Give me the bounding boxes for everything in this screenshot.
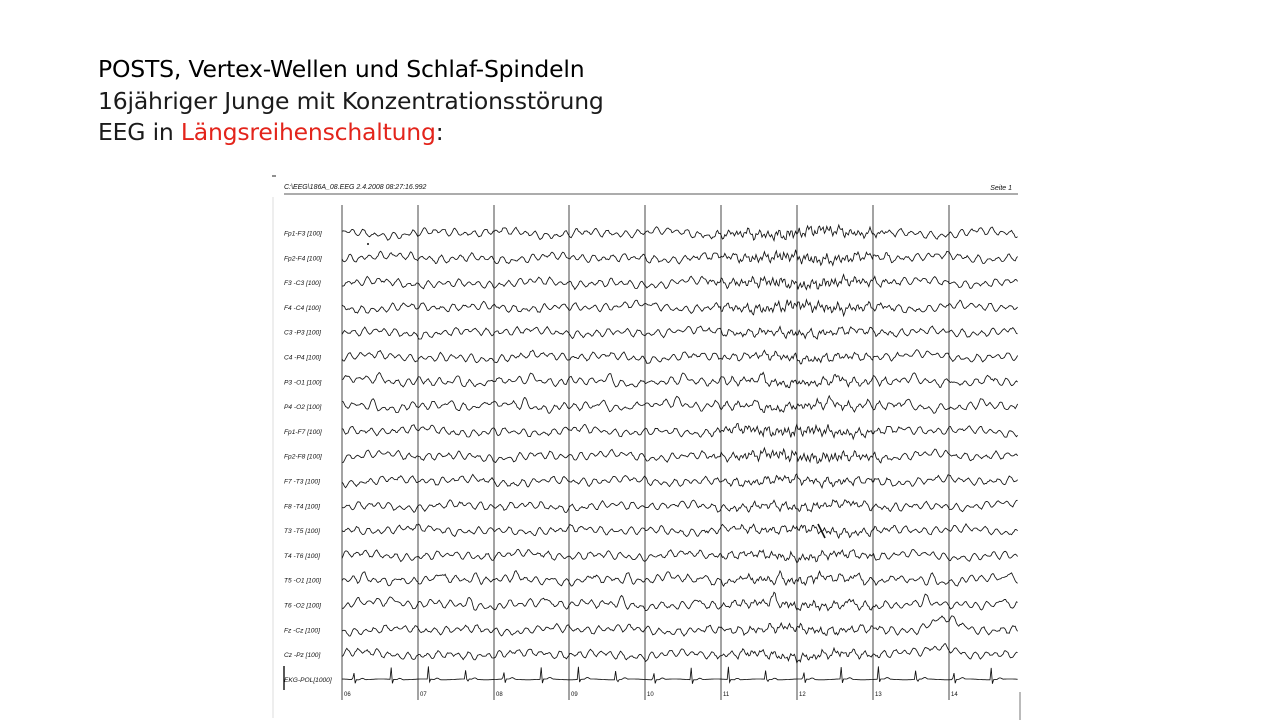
channel-label: Cz -Pz [100] bbox=[284, 652, 320, 659]
second-marker-label: 11 bbox=[723, 692, 730, 698]
channel-label: F7 -T3 [100] bbox=[284, 479, 320, 486]
eeg-trace bbox=[341, 325, 1018, 340]
eeg-plot: 06 07 08 09 10 11 12 13 14 Fp1-F3 [100] Fp2-F4 [10… bbox=[272, 175, 1021, 720]
channel-label: F4 -C4 [100] bbox=[284, 305, 321, 312]
channel-label: Fp2-F4 [100] bbox=[284, 255, 322, 262]
eeg-header-page: Seite 1 bbox=[990, 185, 1012, 192]
channel-label: Fp1-F3 [100] bbox=[284, 231, 322, 238]
channel-label: Fz -Cz [100] bbox=[284, 627, 320, 634]
slide-title: POSTS, Vertex-Wellen und Schlaf-Spindeln… bbox=[98, 54, 604, 149]
eeg-trace bbox=[342, 446, 1018, 464]
eeg-trace bbox=[341, 643, 1018, 664]
eeg-trace bbox=[341, 249, 1018, 267]
annotation-arrow bbox=[817, 523, 826, 539]
channel-label: T3 -T5 [100] bbox=[284, 528, 320, 535]
channel-label: T4 -T6 [100] bbox=[284, 553, 320, 560]
eeg-trace bbox=[341, 473, 1018, 489]
eeg-trace bbox=[341, 523, 1018, 540]
channel-label: Fp1-F7 [100] bbox=[284, 429, 322, 436]
second-marker-label: 14 bbox=[951, 692, 958, 698]
second-marker-label: 06 bbox=[344, 692, 351, 698]
channel-label: T6 -O2 [100] bbox=[284, 603, 321, 610]
second-marker-label: 13 bbox=[875, 692, 882, 698]
title-line-1: POSTS, Vertex-Wellen und Schlaf-Spindeln bbox=[98, 55, 585, 83]
channel-label: F8 -T4 [100] bbox=[284, 503, 320, 510]
channel-label: C3 -P3 [100] bbox=[284, 330, 321, 337]
eeg-trace bbox=[341, 666, 1018, 684]
eeg-trace bbox=[341, 422, 1018, 441]
eeg-trace bbox=[341, 298, 1018, 318]
title-line-2: 16jähriger Junge mit Konzentrationsstöru… bbox=[98, 86, 604, 115]
eeg-trace bbox=[341, 615, 1018, 637]
eeg-trace bbox=[341, 499, 1018, 514]
channel-label: P4 -O2 [100] bbox=[284, 404, 322, 411]
title-line-3: EEG in Längsreihenschaltung: bbox=[98, 117, 604, 149]
trace-artifact-dot bbox=[367, 243, 369, 245]
eeg-trace bbox=[341, 591, 1018, 612]
eeg-trace bbox=[341, 273, 1018, 291]
title-line-3-prefix: EEG in bbox=[98, 118, 181, 146]
eeg-trace bbox=[341, 349, 1018, 365]
second-marker-label: 10 bbox=[647, 692, 654, 698]
second-marker-label: 09 bbox=[571, 692, 578, 698]
second-marker-label: 07 bbox=[420, 692, 427, 698]
title-line-3-suffix: : bbox=[435, 118, 444, 146]
eeg-trace bbox=[341, 223, 1018, 242]
eeg-header-file-info: C:\EEG\186A_08.EEG 2.4.2008 08:27:16.992 bbox=[284, 184, 427, 191]
title-line-3-highlight: Längsreihenschaltung bbox=[180, 118, 436, 146]
eeg-recording-figure: 06 07 08 09 10 11 12 13 14 Fp1-F3 [100] Fp2-F4 [10… bbox=[270, 172, 1022, 720]
channel-label: P3 -O1 [100] bbox=[284, 379, 322, 386]
channel-label: Fp2-F8 [100] bbox=[284, 454, 322, 461]
second-marker-label: 08 bbox=[496, 692, 503, 698]
eeg-trace bbox=[341, 569, 1018, 587]
channel-label: T5 -O1 [100] bbox=[284, 578, 321, 585]
second-marker-label: 12 bbox=[799, 692, 806, 698]
channel-label: F3 -C3 [100] bbox=[284, 280, 321, 287]
eeg-trace bbox=[341, 394, 1018, 414]
channel-label: C4 -P4 [100] bbox=[284, 355, 321, 362]
channel-label: EKG-POL[1000] bbox=[284, 677, 332, 684]
eeg-trace bbox=[341, 371, 1018, 389]
eeg-trace bbox=[341, 548, 1018, 564]
